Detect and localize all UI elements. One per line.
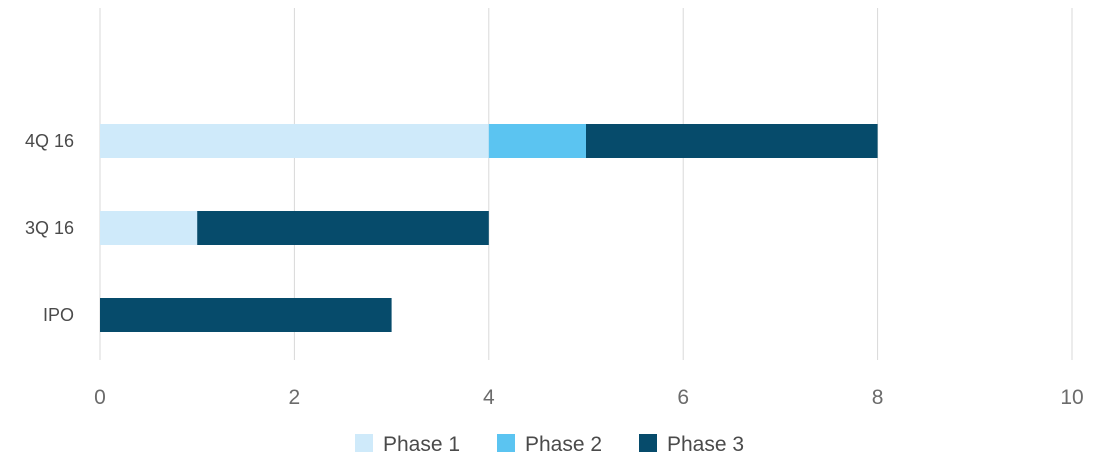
- bar-segment: [100, 211, 198, 245]
- x-tick-label: 0: [94, 386, 106, 409]
- bar-segment: [488, 124, 586, 158]
- bars: [100, 124, 878, 332]
- bar-segment: [197, 211, 489, 245]
- legend-swatch: [639, 434, 657, 452]
- legend-label: Phase 3: [667, 433, 744, 456]
- bar-segment: [586, 124, 878, 158]
- y-tick-label: IPO: [43, 305, 74, 325]
- bar-segment: [100, 298, 392, 332]
- axes: 0 2 4 6 8 10 IPO 3Q 16 4Q 16: [25, 131, 1084, 409]
- y-tick-label: 4Q 16: [25, 131, 74, 151]
- legend: Phase 1 Phase 2 Phase 3: [355, 433, 744, 456]
- bar-segment: [100, 124, 489, 158]
- x-tick-label: 6: [677, 386, 689, 409]
- y-tick-label: 3Q 16: [25, 218, 74, 238]
- x-tick-label: 10: [1060, 386, 1083, 409]
- x-tick-label: 8: [872, 386, 884, 409]
- legend-swatch: [355, 434, 373, 452]
- legend-label: Phase 1: [383, 433, 460, 456]
- x-tick-label: 4: [483, 386, 495, 409]
- x-tick-label: 2: [289, 386, 301, 409]
- legend-label: Phase 2: [525, 433, 602, 456]
- legend-swatch: [497, 434, 515, 452]
